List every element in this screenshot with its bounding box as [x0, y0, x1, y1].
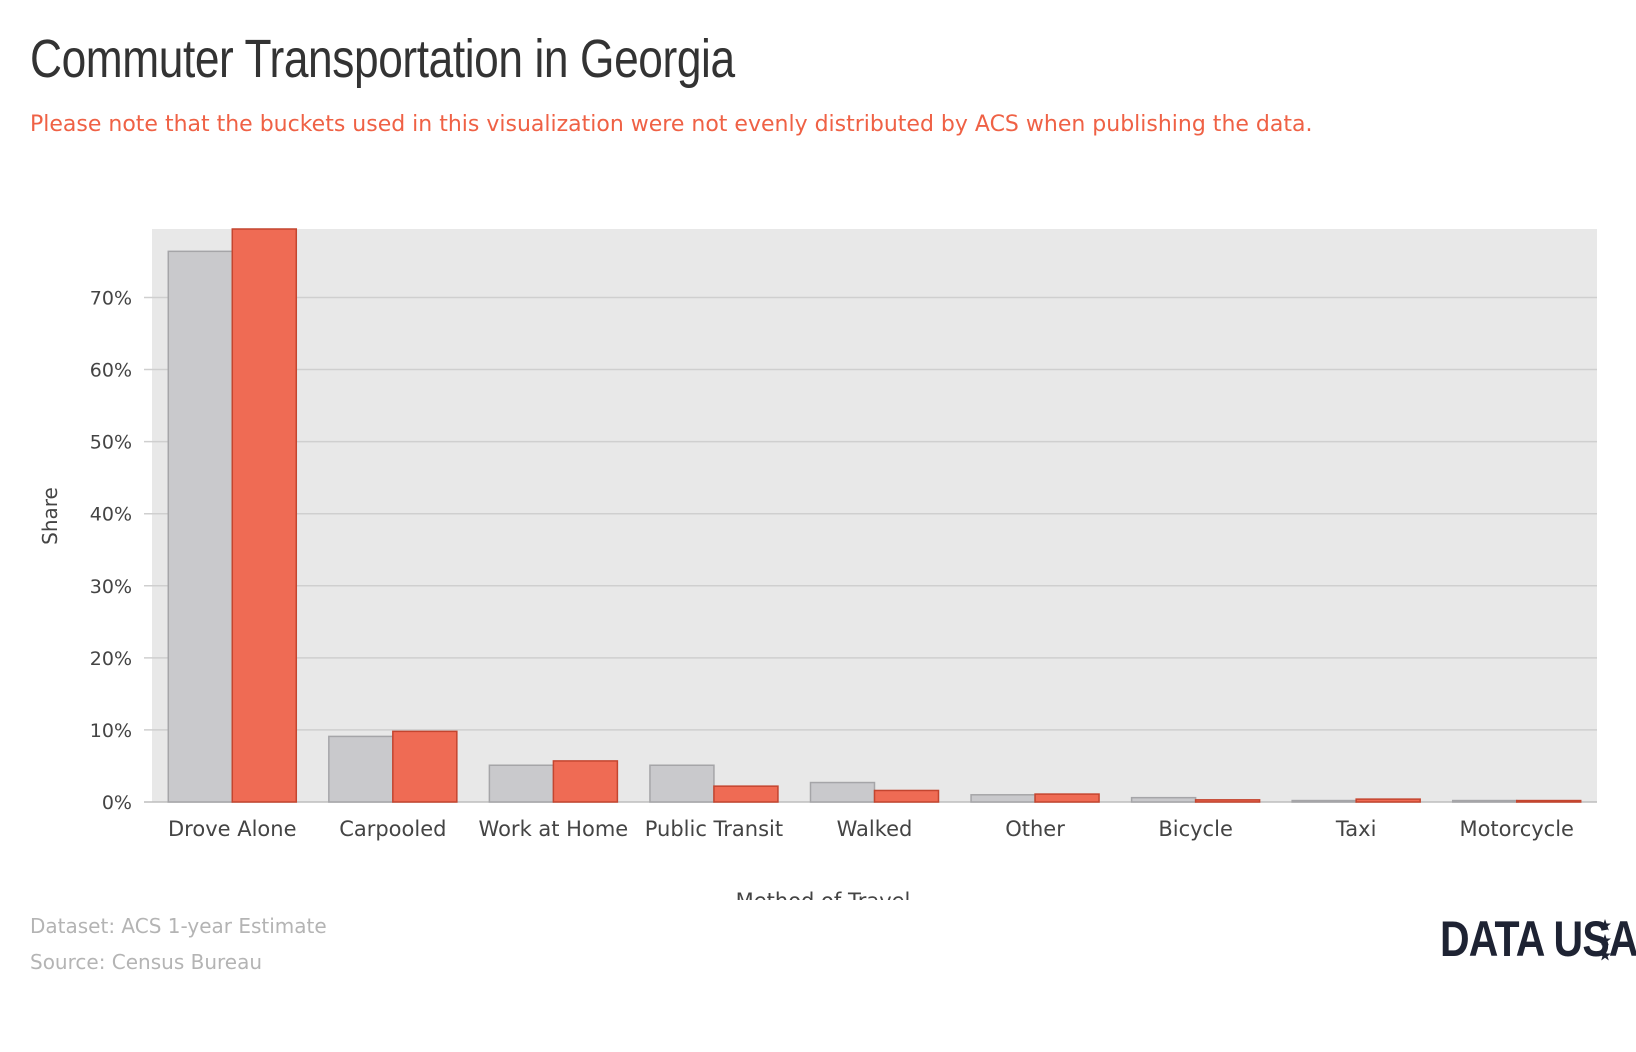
- chart-subtitle: Please note that the buckets used in thi…: [30, 112, 1313, 137]
- bars: [167, 228, 1582, 803]
- y-tick-label: 0%: [102, 792, 132, 814]
- bar-series-1[interactable]: [970, 794, 1036, 803]
- footer-source: Source: Census Bureau: [30, 950, 263, 974]
- x-tick-label: Motorcycle: [1459, 817, 1574, 841]
- bar-series-1[interactable]: [1130, 796, 1197, 803]
- x-tick-label: Drove Alone: [168, 817, 297, 841]
- bar-series-2[interactable]: [1515, 799, 1582, 803]
- bar-series-2[interactable]: [873, 789, 940, 803]
- bar-series-2[interactable]: [1355, 798, 1421, 803]
- bar-series-1[interactable]: [1291, 799, 1357, 803]
- data-usa-logo: DATA USA: [1440, 910, 1636, 968]
- bar-series-2[interactable]: [1194, 799, 1261, 803]
- y-axis-label: Share: [38, 487, 62, 545]
- bar-series-1[interactable]: [649, 764, 715, 803]
- y-tick-label: 50%: [90, 432, 132, 454]
- x-tick-label: Public Transit: [645, 817, 783, 841]
- bar-series-2[interactable]: [552, 760, 619, 803]
- x-tick-label: Work at Home: [479, 817, 629, 841]
- bar-series-2[interactable]: [231, 228, 298, 803]
- y-tick-label: 30%: [90, 576, 132, 598]
- y-tick-label: 60%: [90, 360, 132, 382]
- x-tick-label: Walked: [837, 817, 913, 841]
- y-tick-label: 10%: [90, 720, 132, 742]
- logo-stars-icon: [1599, 919, 1611, 961]
- x-tick-label: Carpooled: [339, 817, 446, 841]
- bar-series-1[interactable]: [809, 781, 876, 803]
- y-tick-label: 70%: [90, 287, 132, 309]
- bar-series-2[interactable]: [392, 730, 458, 803]
- plot-background: [152, 229, 1597, 802]
- x-tick-labels: Drove Alone Carpooled Work at Home Public T…: [168, 817, 1574, 841]
- x-tick-label: Bicycle: [1158, 817, 1233, 841]
- bar-series-2[interactable]: [1034, 793, 1100, 803]
- chart-title: Commuter Transportation in Georgia: [30, 29, 735, 89]
- bar-series-1[interactable]: [488, 764, 555, 803]
- bar-series-1[interactable]: [328, 735, 394, 803]
- bar-chart: 0% 10% 20% 30% 40% 50% 60% 70% Drove Alone Carpo…: [38, 228, 1597, 900]
- y-tick-labels: 0% 10% 20% 30% 40% 50% 60% 70%: [90, 287, 132, 814]
- bar-series-1[interactable]: [1451, 799, 1518, 803]
- x-axis-label: Method of Travel: [736, 889, 911, 900]
- gridlines: [144, 296, 1597, 803]
- x-tick-label: Other: [1005, 817, 1065, 841]
- x-tick-label: Taxi: [1335, 817, 1376, 841]
- bar-series-1[interactable]: [167, 250, 234, 803]
- y-tick-label: 40%: [90, 504, 132, 526]
- bar-series-2[interactable]: [713, 785, 779, 803]
- y-tick-label: 20%: [90, 648, 132, 670]
- footer-dataset: Dataset: ACS 1-year Estimate: [30, 914, 327, 938]
